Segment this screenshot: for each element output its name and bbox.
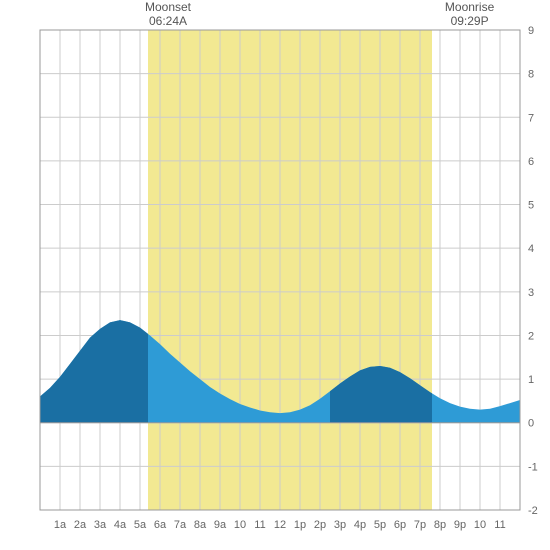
y-tick-label: 8	[528, 69, 534, 81]
y-tick-label: 6	[528, 156, 534, 168]
x-tick-label: 4a	[114, 519, 127, 531]
x-tick-label: 11	[254, 519, 265, 531]
x-tick-label: 6a	[154, 519, 167, 531]
y-tick-label: 0	[528, 418, 534, 430]
y-tick-label: 2	[528, 330, 534, 342]
moonrise-title: Moonrise	[440, 0, 500, 14]
daylight-band	[148, 30, 432, 510]
moonset-time: 06:24A	[138, 14, 198, 28]
moonrise-time: 09:29P	[440, 14, 500, 28]
x-tick-label: 4p	[354, 519, 366, 531]
x-tick-label: 12	[274, 519, 286, 531]
y-tick-label: 9	[528, 25, 534, 37]
y-tick-label: 5	[528, 200, 534, 212]
x-tick-label: 1a	[54, 519, 67, 531]
y-tick-label: 7	[528, 112, 534, 124]
moonrise-annotation: Moonrise 09:29P	[440, 0, 500, 29]
tide-chart: Moonset 06:24A Moonrise 09:29P -2-101234…	[0, 0, 550, 550]
x-tick-label: 11	[494, 519, 505, 531]
y-tick-label: 4	[528, 243, 534, 255]
x-tick-label: 7a	[174, 519, 187, 531]
chart-svg: -2-101234567891a2a3a4a5a6a7a8a9a1011121p…	[0, 0, 550, 550]
x-tick-label: 7p	[414, 519, 426, 531]
x-tick-label: 3a	[94, 519, 107, 531]
x-tick-label: 1p	[294, 519, 306, 531]
x-tick-label: 5p	[374, 519, 386, 531]
x-tick-label: 10	[234, 519, 246, 531]
x-tick-label: 2a	[74, 519, 87, 531]
x-tick-label: 5a	[134, 519, 147, 531]
x-tick-label: 10	[474, 519, 486, 531]
x-tick-label: 8p	[434, 519, 446, 531]
moonset-annotation: Moonset 06:24A	[138, 0, 198, 29]
y-tick-label: -2	[528, 505, 538, 517]
moonset-title: Moonset	[138, 0, 198, 14]
y-tick-label: -1	[528, 461, 538, 473]
x-tick-label: 3p	[334, 519, 346, 531]
x-tick-label: 9a	[214, 519, 227, 531]
x-tick-label: 8a	[194, 519, 207, 531]
y-tick-label: 1	[528, 374, 534, 386]
y-tick-label: 3	[528, 287, 534, 299]
x-tick-label: 9p	[454, 519, 466, 531]
x-tick-label: 6p	[394, 519, 406, 531]
x-tick-label: 2p	[314, 519, 326, 531]
